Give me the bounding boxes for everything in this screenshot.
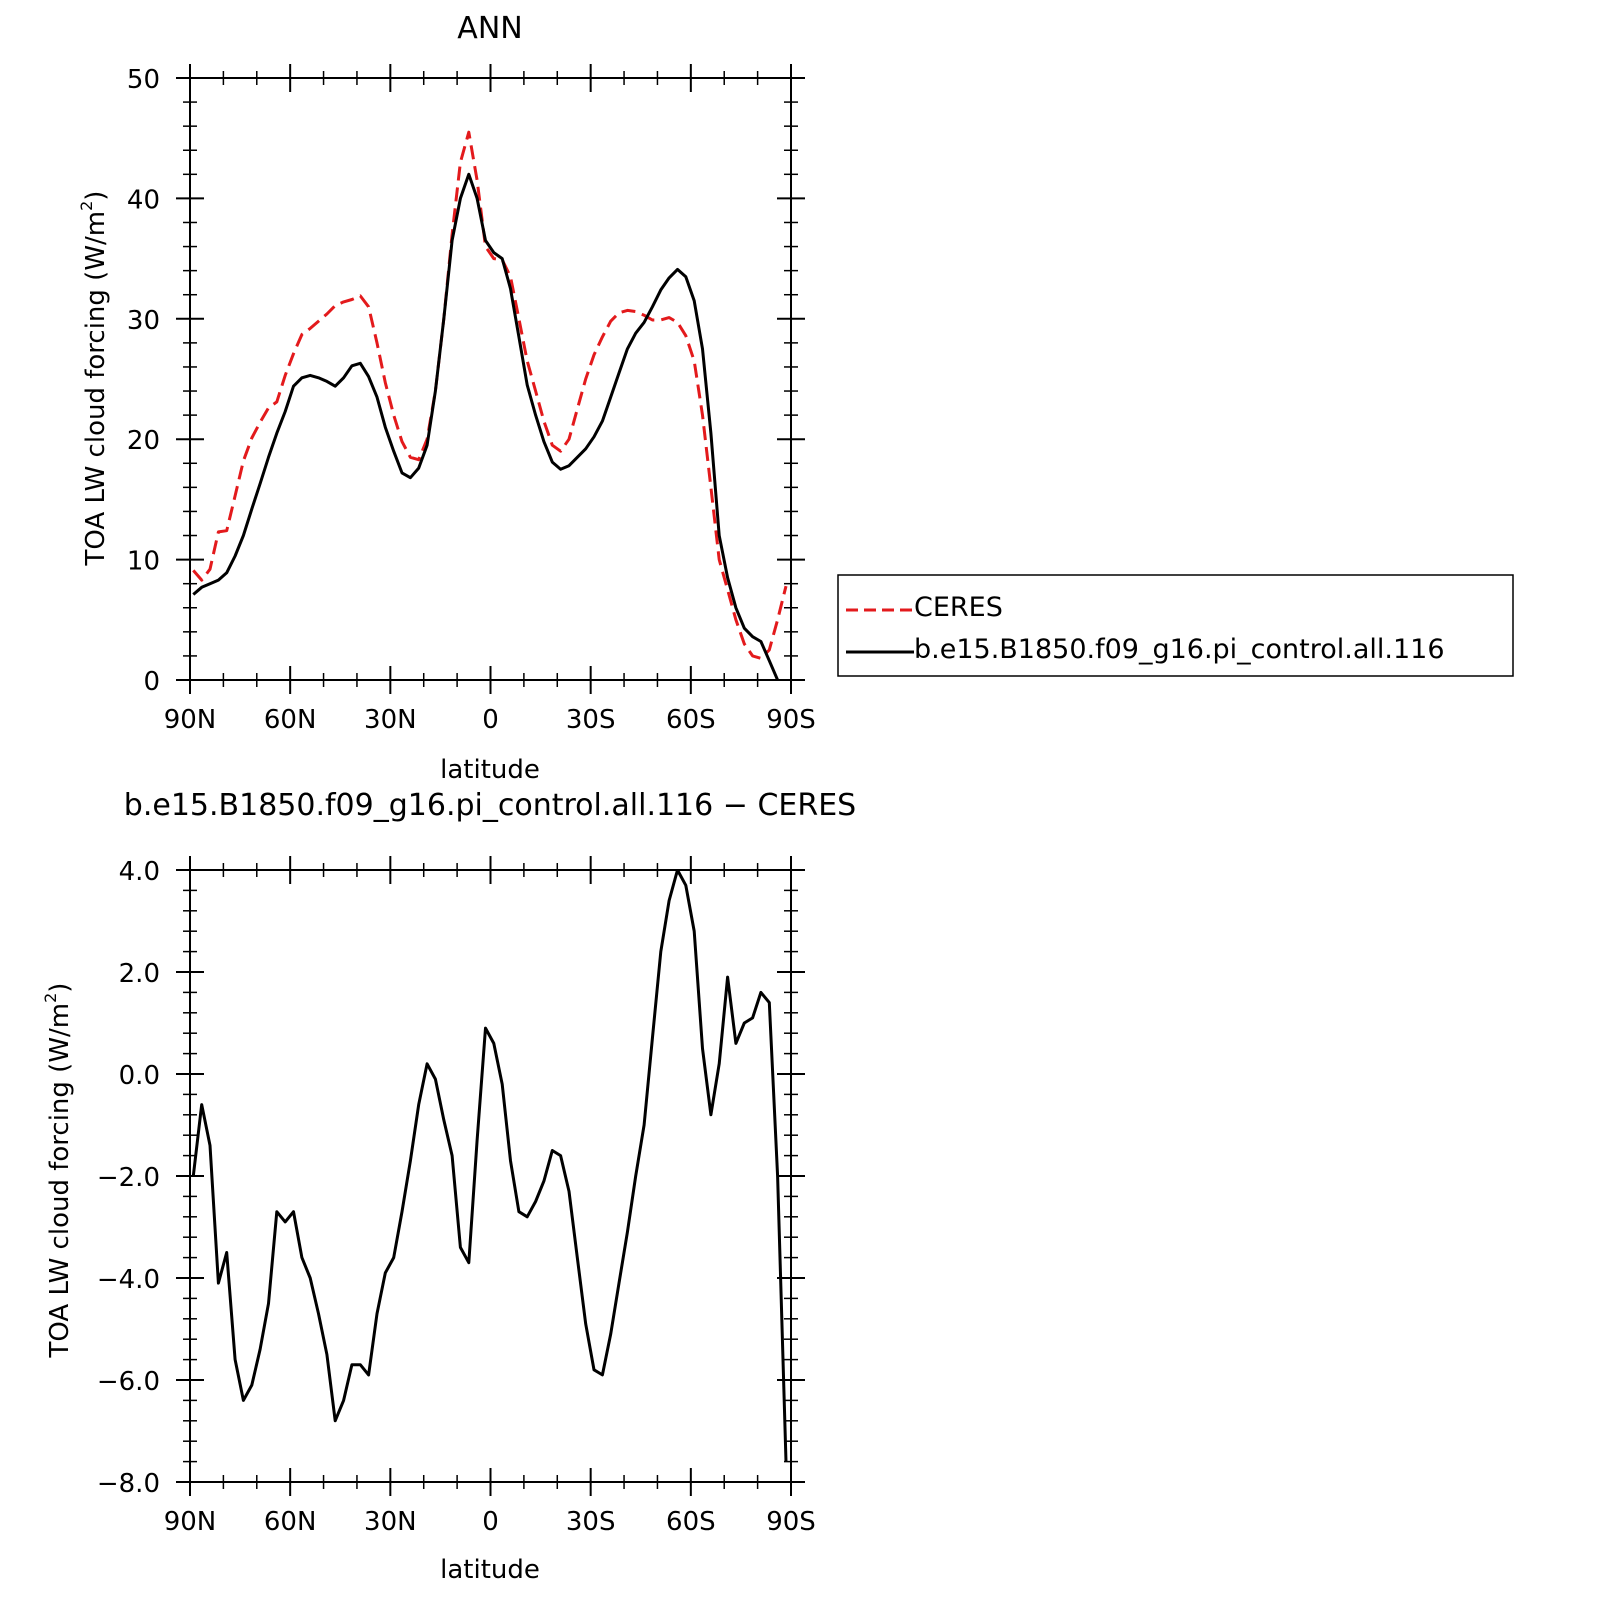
x-tick-label: 30N (364, 705, 417, 735)
x-tick-label: 30S (566, 705, 616, 735)
bottom-chart-series (191, 870, 788, 1462)
y-tick-label: 0 (143, 667, 160, 697)
legend-frame (837, 574, 1514, 677)
y-tick-label: −4.0 (97, 1265, 160, 1295)
series-line-1 (192, 172, 780, 680)
bottom-axis-ticks (176, 856, 805, 1496)
legend-label-model: b.e15.B1850.f09_g16.pi_control.all.116 (914, 634, 1445, 665)
y-tick-label: −8.0 (97, 1469, 160, 1499)
y-tick-label: 30 (127, 306, 160, 336)
top-y-tick-labels: 0 10 20 30 40 50 (127, 65, 160, 697)
top-y-axis-label: TOA LW cloud forcing (W/m2) (77, 191, 111, 567)
y-tick-label: 20 (127, 426, 160, 456)
x-tick-label: 90S (766, 1507, 816, 1537)
bottom-x-axis-label: latitude (440, 1555, 540, 1585)
y-tick-label: −2.0 (97, 1163, 160, 1193)
top-chart-series (192, 130, 788, 680)
bottom-y-axis-label: TOA LW cloud forcing (W/m2) (41, 983, 75, 1359)
y-tick-label: 2.0 (119, 959, 160, 989)
x-tick-label: 90N (164, 1507, 217, 1537)
top-chart-title: ANN (457, 11, 522, 46)
x-tick-label: 0 (482, 705, 499, 735)
x-tick-label: 90N (164, 705, 217, 735)
top-x-axis-label: latitude (440, 755, 540, 785)
legend-label-ceres: CERES (914, 592, 1003, 623)
bottom-x-tick-labels: 90N 60N 30N 0 30S 60S 90S (164, 1507, 816, 1537)
top-axis-ticks (176, 64, 805, 694)
y-tick-label: 4.0 (119, 857, 160, 887)
x-tick-label: 90S (766, 705, 816, 735)
x-tick-label: 0 (482, 1507, 499, 1537)
bottom-plot-frame (189, 869, 792, 1483)
x-tick-label: 30S (566, 1507, 616, 1537)
top-chart-legend: CERES b.e15.B1850.f09_g16.pi_control.all… (837, 574, 1514, 677)
top-x-tick-labels: 90N 60N 30N 0 30S 60S 90S (164, 705, 816, 735)
x-tick-label: 60S (666, 1507, 716, 1537)
bottom-y-tick-labels: −8.0 −6.0 −4.0 −2.0 0.0 2.0 4.0 (97, 857, 160, 1499)
y-tick-label: −6.0 (97, 1367, 160, 1397)
y-tick-label: 0.0 (119, 1061, 160, 1091)
top-plot-frame (189, 77, 792, 681)
top-chart-panel: ANN TOA LW cloud forcing (W/m2) 0 10 20 30 4… (77, 11, 1514, 785)
x-tick-label: 60N (264, 1507, 317, 1537)
x-tick-label: 60N (264, 705, 317, 735)
bottom-chart-title: b.e15.B1850.f09_g16.pi_control.all.116 −… (124, 788, 856, 823)
y-tick-label: 10 (127, 547, 160, 577)
x-tick-label: 60S (666, 705, 716, 735)
y-tick-label: 40 (127, 185, 160, 215)
bottom-chart-panel: b.e15.B1850.f09_g16.pi_control.all.116 −… (41, 788, 856, 1585)
x-tick-label: 30N (364, 1507, 417, 1537)
series-line-0 (191, 870, 788, 1462)
series-line-0 (192, 130, 788, 660)
y-tick-label: 50 (127, 65, 160, 95)
